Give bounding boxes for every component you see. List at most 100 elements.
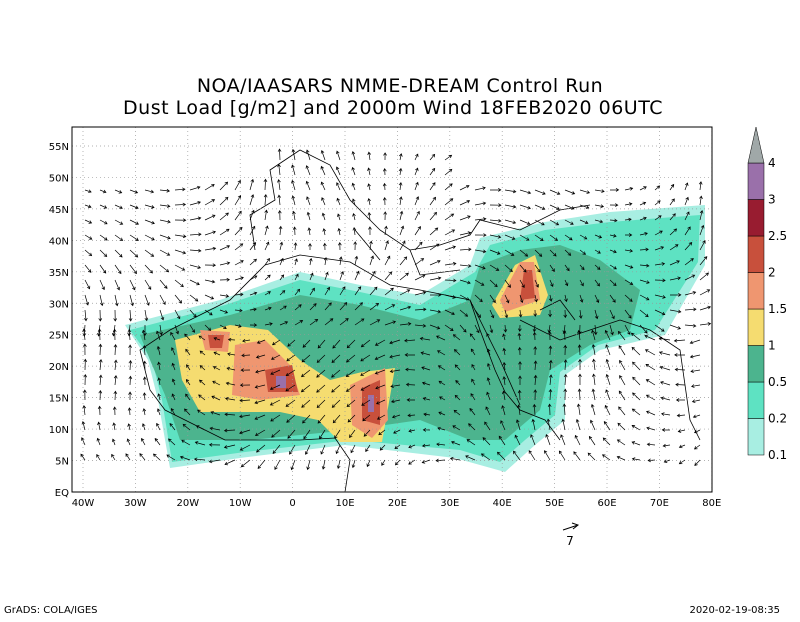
- wind-arrow: [502, 390, 506, 401]
- wind-arrow: [239, 414, 251, 419]
- wind-arrow: [533, 374, 538, 386]
- lon-label: 50E: [545, 498, 564, 509]
- wind-arrow: [369, 319, 381, 326]
- wind-arrow: [157, 361, 161, 371]
- wind-arrow: [264, 306, 272, 311]
- wind-arrow: [459, 324, 467, 333]
- wind-arrow: [317, 414, 326, 424]
- lon-label: 70E: [650, 498, 669, 509]
- wind-arrow: [699, 322, 712, 326]
- wind-arrow: [469, 333, 476, 341]
- wind-arrow: [159, 264, 170, 273]
- wind-arrow: [255, 369, 266, 374]
- wind-arrow: [518, 361, 522, 371]
- wind-arrow: [591, 343, 596, 356]
- wind-arrow: [308, 243, 312, 251]
- wind-arrow: [166, 454, 176, 461]
- wind-arrow: [254, 429, 266, 436]
- wind-arrow: [345, 384, 356, 392]
- wind-arrow: [436, 442, 446, 447]
- wind-arrow: [286, 354, 296, 362]
- wind-arrow: [678, 459, 686, 465]
- wind-arrow: [384, 287, 394, 296]
- wind-arrow: [195, 425, 206, 431]
- lat-label: 20N: [49, 362, 69, 373]
- wind-arrow: [469, 407, 476, 416]
- wind-arrow: [454, 394, 461, 401]
- wind-arrow: [564, 189, 576, 195]
- wind-arrow: [277, 210, 282, 221]
- wind-arrow: [429, 324, 441, 330]
- wind-arrow: [578, 358, 582, 371]
- wind-arrow: [189, 279, 200, 286]
- wind-arrow: [654, 215, 662, 221]
- wind-arrow: [518, 375, 522, 386]
- wind-arrow: [563, 388, 568, 401]
- wind-arrow: [532, 331, 537, 341]
- wind-arrow: [399, 240, 406, 251]
- wind-arrow: [234, 260, 244, 266]
- wind-arrow: [459, 199, 471, 206]
- wind-arrow: [316, 369, 326, 378]
- wind-arrow: [646, 426, 656, 431]
- wind-arrow: [375, 399, 386, 405]
- wind-arrow: [256, 339, 266, 344]
- wind-arrow: [189, 309, 197, 318]
- wind-arrow: [227, 352, 236, 356]
- wind-arrow: [174, 249, 187, 255]
- dust-field: [125, 205, 705, 472]
- lat-label: 10N: [49, 425, 69, 436]
- wind-arrow: [369, 303, 380, 311]
- wind-arrow: [199, 350, 206, 356]
- wind-arrow: [398, 182, 403, 191]
- wind-arrow: [398, 167, 403, 176]
- colorbar-box: [747, 345, 765, 383]
- colorbar-label: 0.5: [768, 375, 787, 389]
- wind-arrow: [669, 260, 680, 266]
- wind-arrow: [129, 279, 136, 291]
- wind-arrow: [678, 444, 686, 449]
- wind-arrow: [394, 459, 401, 466]
- wind-arrow: [367, 212, 372, 221]
- wind-arrow: [675, 382, 686, 387]
- wind-arrow: [279, 305, 287, 311]
- wind-arrow: [339, 318, 349, 326]
- wind-arrow: [399, 272, 409, 281]
- wind-arrow: [399, 305, 412, 311]
- wind-arrow: [159, 188, 171, 193]
- wind-arrow: [534, 204, 546, 210]
- wind-arrow: [99, 234, 108, 241]
- wind-arrow: [365, 444, 371, 453]
- wind-arrow: [534, 264, 541, 273]
- wind-vectors: [80, 148, 712, 471]
- wind-arrow: [489, 279, 498, 288]
- wind-arrow: [321, 459, 326, 470]
- wind-arrow: [309, 287, 315, 296]
- wind-arrow: [98, 374, 103, 386]
- wind-arrow: [579, 279, 584, 287]
- wind-arrow: [517, 404, 521, 416]
- wind-arrow: [331, 354, 341, 363]
- wind-arrow: [308, 257, 313, 266]
- wind-arrow: [674, 367, 686, 372]
- wind-arrow: [292, 226, 297, 236]
- wind-arrow: [144, 249, 155, 257]
- wind-arrow: [264, 291, 271, 296]
- wind-arrow: [661, 428, 671, 432]
- wind-arrow: [302, 339, 311, 348]
- colorbar: 0.1 0.2 0.5 1 1.5 2 2.5 3 4: [747, 126, 787, 462]
- wind-arrow: [208, 442, 221, 447]
- wind-arrow: [594, 249, 601, 254]
- wind-arrow: [84, 219, 93, 224]
- wind-arrow: [212, 366, 221, 371]
- wind-arrow: [383, 211, 388, 221]
- wind-arrow: [438, 380, 446, 386]
- wind-arrow: [390, 399, 401, 404]
- wind-arrow: [112, 328, 117, 341]
- wind-arrow: [689, 339, 701, 345]
- wind-arrow: [429, 243, 440, 251]
- wind-arrow: [694, 459, 701, 467]
- subtitle: Dust Load [g/m2] and 2000m Wind 18FEB202…: [123, 97, 663, 119]
- wind-arrow: [264, 209, 269, 221]
- wind-arrow: [594, 189, 605, 193]
